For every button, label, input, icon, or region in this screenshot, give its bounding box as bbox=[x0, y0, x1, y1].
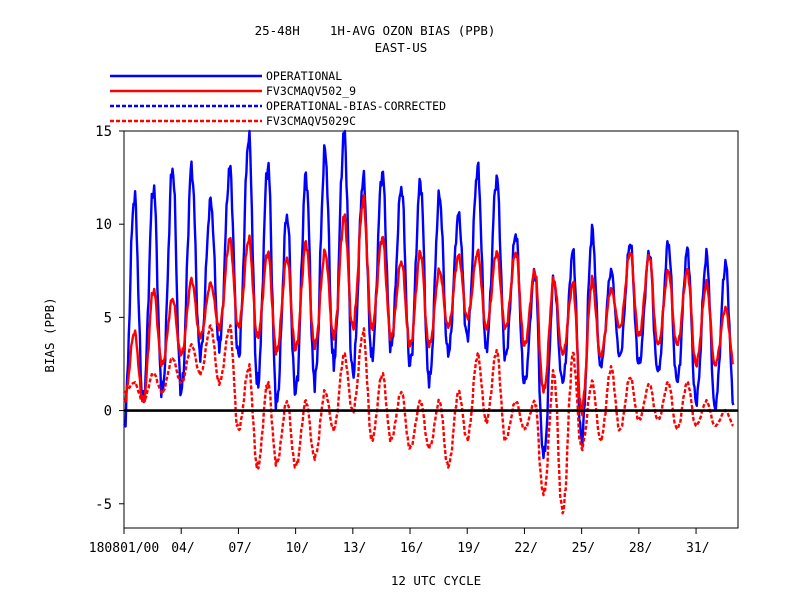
x-tick-label: 16/ bbox=[400, 541, 423, 556]
y-tick-label: -5 bbox=[95, 497, 112, 513]
legend-label: FV3CMAQV502_9 bbox=[266, 84, 356, 98]
x-tick-label: 28/ bbox=[629, 541, 652, 556]
y-axis-label: BIAS (PPB) bbox=[42, 297, 57, 372]
chart-subtitle: EAST-US bbox=[375, 40, 428, 55]
x-tick-label: 10/ bbox=[286, 541, 309, 556]
legend-label: FV3CMAQV5029C bbox=[266, 114, 356, 128]
y-tick-label: 15 bbox=[95, 124, 112, 140]
x-tick-label: 04/ bbox=[171, 541, 194, 556]
series-line bbox=[123, 129, 735, 460]
y-tick-label: 10 bbox=[95, 217, 112, 233]
x-tick-label: 180801/00 bbox=[89, 541, 159, 556]
x-axis-label: 12 UTC CYCLE bbox=[391, 573, 481, 588]
chart-title: 25-48H 1H-AVG OZON BIAS (PPB) bbox=[255, 23, 496, 38]
series-line bbox=[123, 324, 734, 515]
plot-area: -5 0 5 10 15 180801/00 04/07/10/13/16/19/22/25… bbox=[89, 124, 739, 556]
x-tick-label: 07/ bbox=[228, 541, 251, 556]
y-tick-label: 5 bbox=[104, 310, 112, 326]
legend-label: OPERATIONAL-BIAS-CORRECTED bbox=[266, 99, 446, 113]
x-tick-label: 13/ bbox=[343, 541, 366, 556]
x-tick-label: 19/ bbox=[457, 541, 480, 556]
series-line bbox=[123, 193, 735, 417]
x-tick-label: 25/ bbox=[572, 541, 595, 556]
x-tick-label: 22/ bbox=[514, 541, 537, 556]
legend: OPERATIONALFV3CMAQV502_9OPERATIONAL-BIAS… bbox=[110, 69, 446, 128]
y-tick-label: 0 bbox=[104, 404, 112, 420]
plot-frame bbox=[123, 130, 739, 529]
x-tick-label: 31/ bbox=[686, 541, 709, 556]
legend-label: OPERATIONAL bbox=[266, 69, 342, 83]
